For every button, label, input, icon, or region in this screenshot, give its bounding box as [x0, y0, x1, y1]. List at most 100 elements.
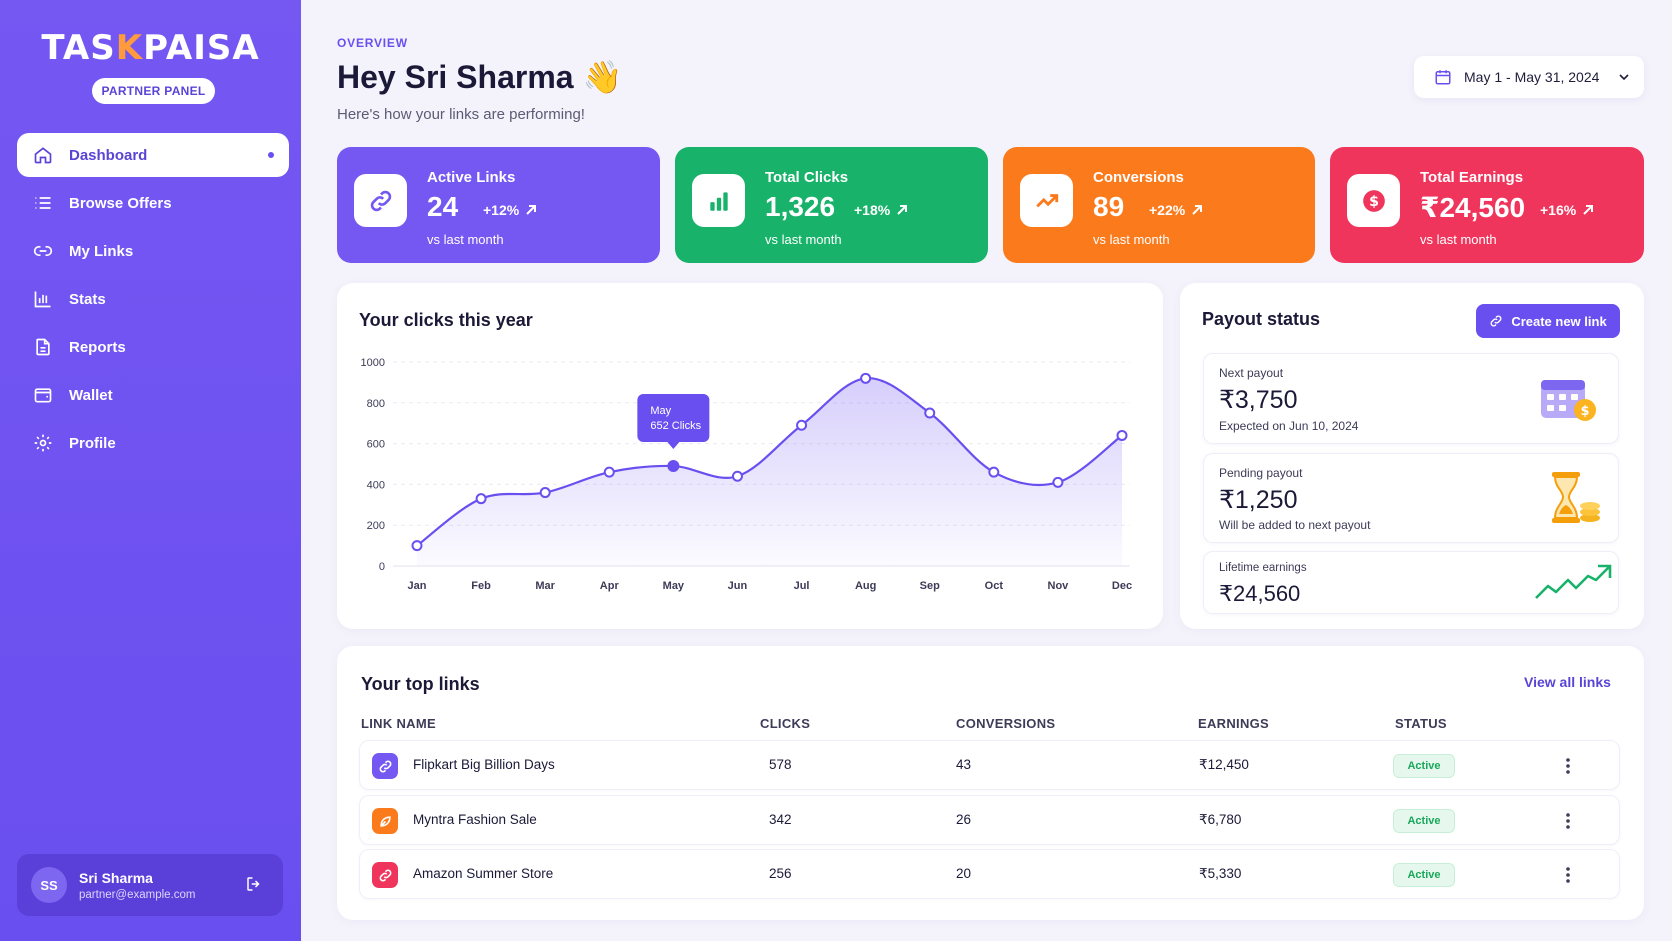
stat-label: Total Earnings [1420, 169, 1524, 186]
trend-up-icon [1020, 174, 1073, 227]
partner-panel-badge: PARTNER PANEL [92, 78, 215, 104]
sidebar-item-label: Dashboard [69, 146, 148, 164]
link-icon [372, 862, 398, 888]
stat-label: Active Links [427, 169, 516, 186]
pending-payout-box: Pending payout ₹1,250 Will be added to n… [1203, 453, 1619, 543]
sidebar-item-my-links[interactable]: My Links [17, 229, 289, 273]
sidebar-item-label: Reports [69, 338, 126, 356]
sidebar-item-wallet[interactable]: Wallet [17, 373, 289, 417]
calendar-coin-icon: $ [1541, 380, 1596, 421]
link-icon [33, 246, 53, 256]
user-card[interactable]: SS Sri Sharma partner@example.com [17, 854, 283, 916]
sidebar-item-label: Stats [69, 290, 106, 308]
brand-logo: TASKPAISA [41, 28, 260, 68]
link-clicks: 578 [769, 757, 792, 772]
stat-value: 24 [427, 191, 459, 222]
next-payout-value: ₹3,750 [1219, 386, 1298, 414]
stat-sub: vs last month [1093, 232, 1170, 247]
bar-chart-icon [34, 291, 51, 308]
link-name: Amazon Summer Store [413, 866, 554, 881]
sidebar-item-label: Browse Offers [69, 194, 172, 212]
document-icon [36, 338, 50, 356]
link-icon [354, 174, 407, 227]
stat-card-total-earnings: $ Total Earnings ₹24,560 +16% vs last mo… [1330, 147, 1644, 263]
sidebar-item-reports[interactable]: Reports [17, 325, 289, 369]
arrow-up-right-icon [897, 205, 908, 215]
pending-payout-value: ₹1,250 [1219, 486, 1298, 514]
link-clicks: 256 [769, 866, 792, 881]
stat-card-active-links: Active Links 24 +12% vs last month [337, 147, 660, 263]
status-badge: Active [1393, 754, 1455, 778]
sidebar-item-label: My Links [69, 242, 134, 260]
stat-value: ₹24,560 [1420, 192, 1526, 223]
link-earnings: ₹6,780 [1199, 812, 1242, 827]
home-icon [34, 147, 52, 164]
sidebar-item-dashboard[interactable]: Dashboard [17, 133, 289, 177]
top-links-title: Your top links [361, 674, 480, 694]
more-options-icon[interactable] [1565, 757, 1571, 775]
stat-card-total-clicks: Total Clicks 1,326 +18% vs last month [675, 147, 988, 263]
status-badge: Active [1393, 809, 1455, 833]
gear-icon [34, 434, 52, 452]
sidebar: TASKPAISA PARTNER PANEL Dashboard Browse… [0, 0, 301, 941]
list-icon [35, 197, 51, 209]
stat-sub: vs last month [765, 232, 842, 247]
link-earnings: ₹5,330 [1199, 866, 1242, 881]
stat-sub: vs last month [1420, 232, 1497, 247]
col-header-clicks: CLICKS [760, 716, 811, 731]
chevron-down-icon [1619, 74, 1629, 81]
sidebar-item-profile[interactable]: Profile [17, 421, 289, 465]
stat-delta: +22% [1149, 202, 1204, 218]
leaf-icon [372, 808, 398, 834]
table-row[interactable]: Flipkart Big Billion Days 578 43 ₹12,450… [359, 740, 1620, 790]
link-icon [1490, 315, 1502, 327]
stat-delta: +18% [854, 202, 909, 218]
more-options-icon[interactable] [1565, 866, 1571, 884]
status-badge: Active [1393, 863, 1455, 887]
stat-sub: vs last month [427, 232, 504, 247]
date-range-text: May 1 - May 31, 2024 [1464, 69, 1600, 85]
create-new-link-button[interactable]: Create new link [1476, 304, 1620, 338]
date-range-picker[interactable]: May 1 - May 31, 2024 [1414, 56, 1644, 98]
payout-title: Payout status [1202, 309, 1321, 329]
bar-chart-icon [692, 174, 745, 227]
next-payout-box: Next payout ₹3,750 Expected on Jun 10, 2… [1203, 353, 1619, 444]
sidebar-item-browse-offers[interactable]: Browse Offers [17, 181, 289, 225]
lifetime-earnings-label: Lifetime earnings [1219, 562, 1307, 574]
svg-text:$: $ [1369, 193, 1379, 209]
view-all-links-link[interactable]: View all links [1524, 674, 1611, 690]
sidebar-item-stats[interactable]: Stats [17, 277, 289, 321]
more-options-icon[interactable] [1565, 812, 1571, 830]
logout-icon[interactable] [245, 875, 263, 893]
stat-label: Conversions [1093, 169, 1184, 186]
calendar-icon [1435, 70, 1451, 85]
pending-payout-label: Pending payout [1219, 466, 1303, 480]
link-clicks: 342 [769, 812, 792, 827]
stat-card-conversions: Conversions 89 +22% vs last month [1003, 147, 1315, 263]
table-row[interactable]: Myntra Fashion Sale 342 26 ₹6,780 Active [359, 795, 1620, 845]
stat-delta: +12% [483, 202, 538, 218]
link-conversions: 20 [956, 866, 972, 881]
col-header-status: STATUS [1395, 716, 1447, 731]
clicks-chart-card [337, 283, 1163, 629]
user-name: Sri Sharma [79, 869, 153, 886]
hourglass-icon [1552, 472, 1600, 523]
page-title: Hey Sri Sharma 👋 [337, 59, 623, 95]
col-header-link-name: LINK NAME [361, 716, 436, 731]
table-row[interactable]: Amazon Summer Store 256 20 ₹5,330 Active [359, 849, 1620, 899]
sidebar-nav: Dashboard Browse Offers My Links Stats R… [17, 133, 289, 469]
stat-value: 1,326 [765, 191, 836, 222]
sidebar-item-label: Profile [69, 434, 116, 452]
stat-value: 89 [1093, 191, 1125, 222]
active-indicator [268, 152, 274, 158]
next-payout-note: Expected on Jun 10, 2024 [1219, 419, 1359, 433]
section-label: OVERVIEW [337, 36, 408, 50]
link-name: Myntra Fashion Sale [413, 812, 537, 827]
arrow-up-right-icon [1583, 205, 1594, 215]
link-conversions: 26 [956, 812, 972, 827]
arrow-up-right-icon [1192, 205, 1203, 215]
trend-up-icon [1535, 564, 1612, 599]
col-header-earnings: EARNINGS [1198, 716, 1270, 731]
wave-emoji: 👋 [582, 59, 623, 95]
user-email: partner@example.com [79, 888, 196, 901]
